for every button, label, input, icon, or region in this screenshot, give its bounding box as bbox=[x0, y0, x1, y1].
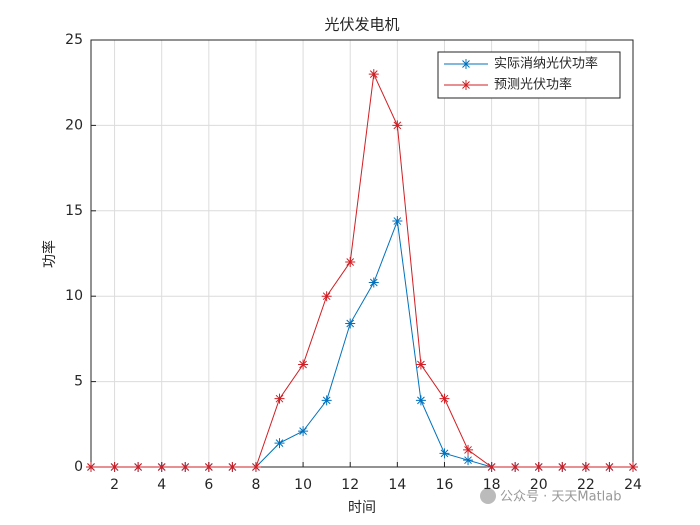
plot-frame bbox=[90, 39, 634, 468]
point-marker bbox=[368, 69, 379, 80]
x-tick-label: 2 bbox=[110, 477, 119, 493]
y-tick-label: 10 bbox=[65, 288, 83, 304]
legend-label: 预测光伏功率 bbox=[494, 77, 572, 93]
point-marker bbox=[392, 120, 403, 131]
point-marker bbox=[321, 395, 332, 406]
y-tick-label: 0 bbox=[74, 459, 83, 475]
x-axis-label: 时间 bbox=[348, 500, 376, 516]
point-marker bbox=[203, 462, 214, 472]
x-tick-label: 16 bbox=[436, 477, 454, 493]
watermark-text: 公众号 · 天天Matlab bbox=[500, 490, 622, 505]
y-tick-label: 25 bbox=[65, 32, 83, 48]
x-tick-label: 6 bbox=[204, 477, 213, 493]
point-marker bbox=[439, 393, 450, 404]
point-marker bbox=[298, 359, 309, 370]
watermark: 公众号 · 天天Matlab bbox=[480, 488, 622, 505]
point-marker bbox=[439, 448, 450, 459]
point-marker bbox=[133, 462, 144, 472]
y-tick-label: 20 bbox=[65, 117, 83, 133]
x-tick-label: 12 bbox=[341, 477, 359, 493]
point-marker bbox=[345, 257, 356, 268]
y-tick-label: 15 bbox=[65, 203, 83, 219]
point-marker bbox=[557, 462, 568, 472]
point-marker bbox=[274, 438, 285, 449]
point-marker bbox=[486, 462, 497, 472]
point-marker bbox=[156, 462, 167, 472]
point-marker bbox=[415, 395, 426, 406]
legend-marker bbox=[461, 80, 471, 90]
point-marker bbox=[463, 444, 474, 455]
x-tick-label: 8 bbox=[251, 477, 260, 493]
point-marker bbox=[463, 455, 474, 466]
point-marker bbox=[180, 462, 191, 472]
point-marker bbox=[227, 462, 238, 472]
point-marker bbox=[415, 359, 426, 370]
point-marker bbox=[368, 277, 379, 288]
watermark-icon bbox=[480, 488, 496, 504]
x-tick-label: 22 bbox=[577, 477, 595, 493]
point-marker bbox=[86, 462, 96, 472]
x-tick-label: 18 bbox=[483, 477, 501, 493]
point-marker bbox=[510, 462, 521, 472]
x-tick-label: 20 bbox=[530, 477, 548, 493]
point-marker bbox=[533, 462, 544, 472]
x-tick-label: 24 bbox=[624, 477, 642, 493]
y-axis-label: 功率 bbox=[41, 240, 58, 268]
legend-marker bbox=[461, 59, 471, 69]
point-marker bbox=[628, 462, 638, 472]
chart-title: 光伏发电机 bbox=[324, 16, 399, 34]
point-marker bbox=[580, 462, 591, 472]
point-marker bbox=[604, 462, 615, 472]
point-marker bbox=[392, 216, 403, 227]
point-marker bbox=[250, 462, 261, 472]
point-marker bbox=[298, 426, 309, 437]
x-tick-label: 4 bbox=[157, 477, 166, 493]
point-marker bbox=[274, 393, 285, 404]
legend-label: 实际消纳光伏功率 bbox=[494, 56, 598, 72]
y-tick-label: 5 bbox=[74, 374, 83, 390]
x-tick-label: 14 bbox=[388, 477, 406, 493]
point-marker bbox=[321, 291, 332, 302]
point-marker bbox=[109, 462, 120, 472]
point-marker bbox=[345, 318, 356, 329]
legend-box bbox=[437, 51, 621, 99]
x-tick-label: 10 bbox=[294, 477, 312, 493]
